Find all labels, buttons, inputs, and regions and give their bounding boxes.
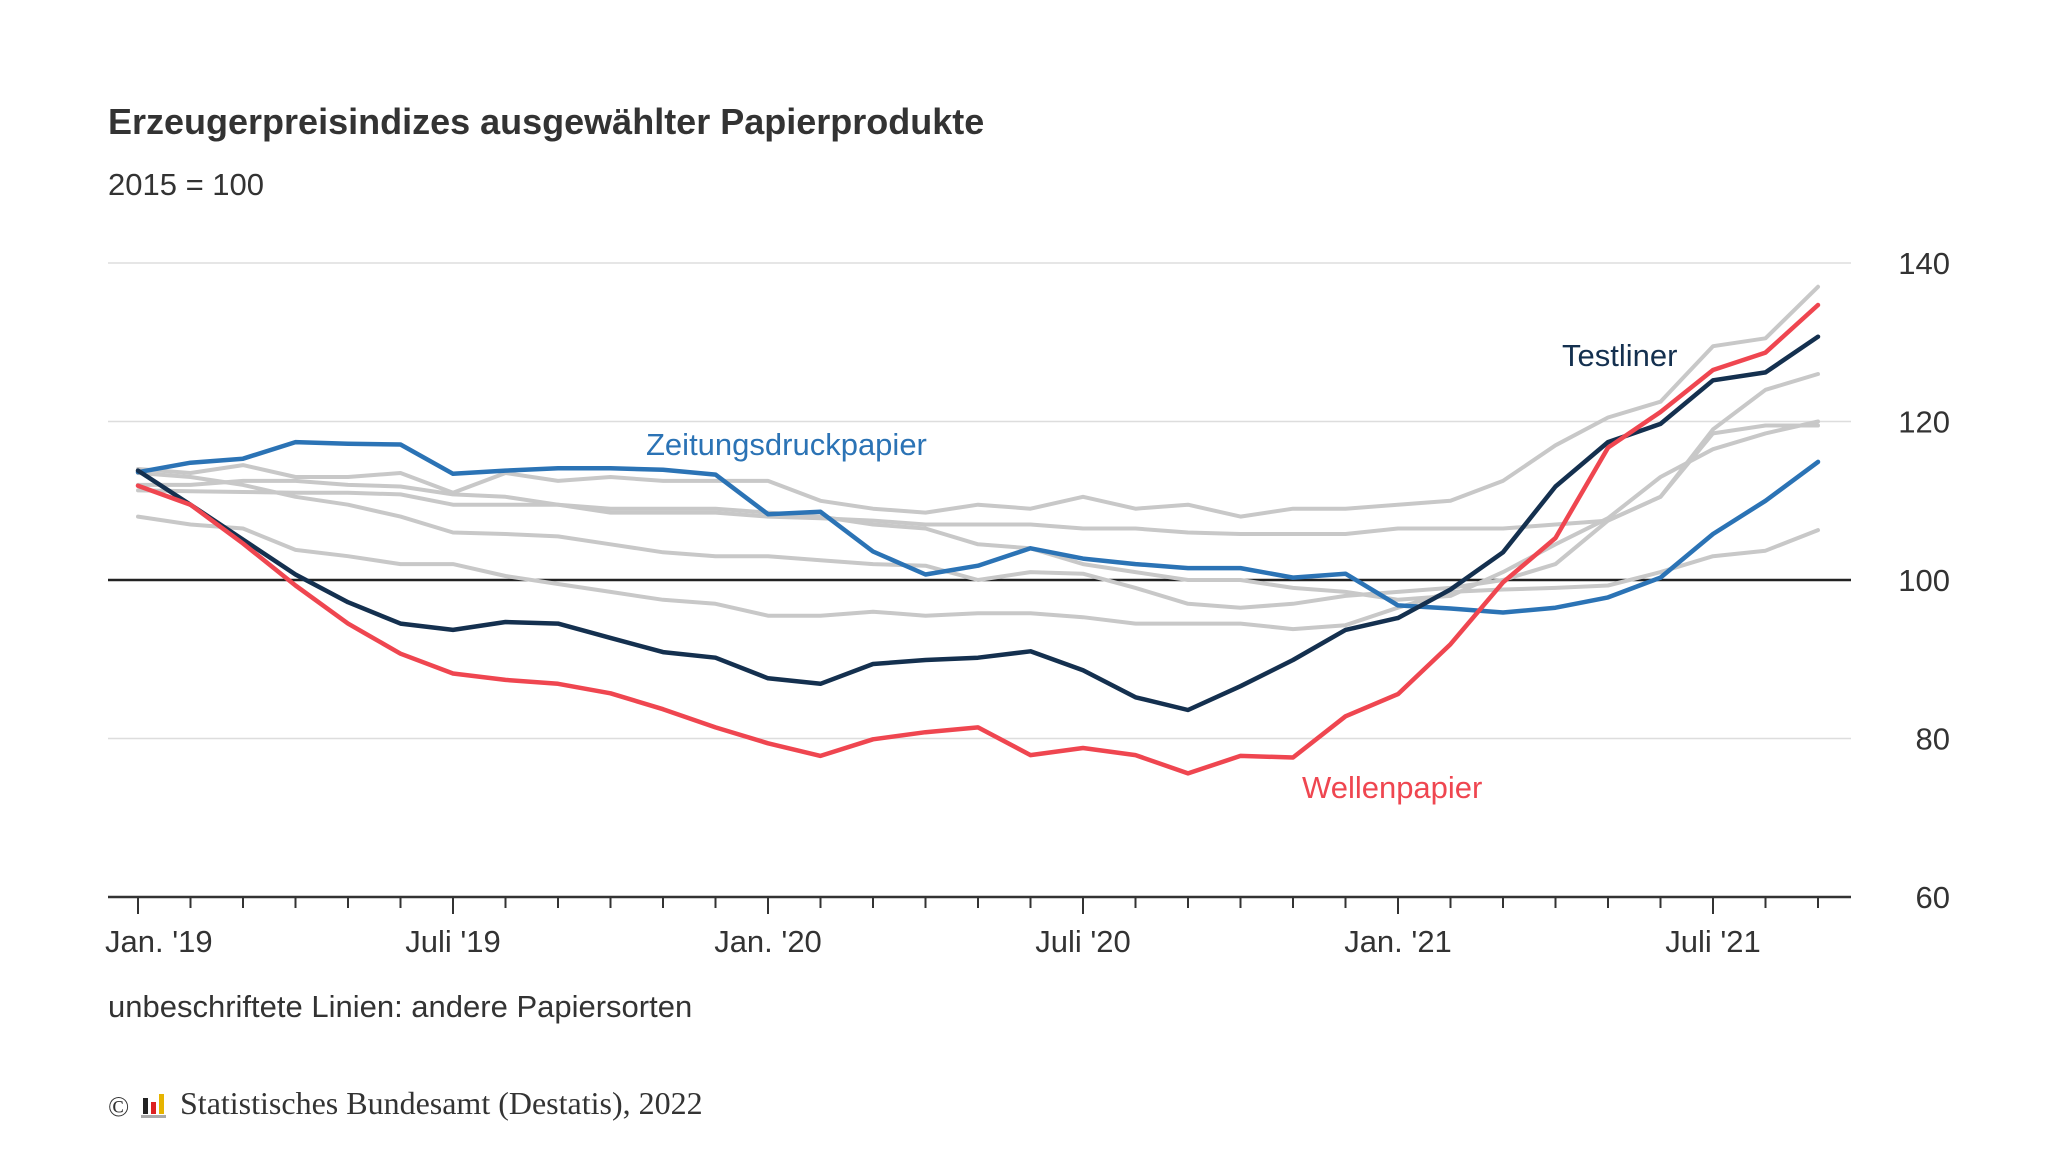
x-tick-label: Juli '20 <box>1035 924 1131 959</box>
x-axis: Jan. '19 Juli '19 Jan. '20 Juli '20 Jan. '21… <box>105 897 1819 959</box>
y-tick-label: 100 <box>1898 563 1950 598</box>
series-line-testliner <box>135 334 1821 713</box>
destatis-logo-icon <box>141 1094 166 1118</box>
series-line-other-5 <box>136 419 1820 602</box>
y-axis: 60 80 100 120 140 <box>1898 246 1950 915</box>
copyright-symbol: © <box>108 1092 129 1123</box>
x-tick-label: Jan. '19 <box>105 924 213 959</box>
y-tick-label: 60 <box>1916 880 1950 915</box>
series-line-wellenpapier <box>135 302 1821 776</box>
series-line-other-4 <box>136 514 1820 632</box>
chart-title: Erzeugerpreisindizes ausgewählter Papier… <box>108 101 984 142</box>
x-tick-label: Juli '19 <box>405 924 501 959</box>
label-wellenpapier: Wellenpapier <box>1302 770 1482 805</box>
series-line-other-3 <box>136 372 1820 610</box>
x-tick-label: Jan. '21 <box>1344 924 1452 959</box>
x-tick-label: Jan. '20 <box>714 924 822 959</box>
y-tick-label: 80 <box>1916 722 1950 757</box>
chart-note: unbeschriftete Linien: andere Papiersort… <box>108 989 692 1024</box>
x-tick-label: Juli '21 <box>1665 924 1761 959</box>
chart-subtitle: 2015 = 100 <box>108 167 264 202</box>
series-line-zeitungsdruckpapier <box>135 439 1821 615</box>
source-line: © Statistisches Bundesamt (Destatis), 20… <box>108 1085 703 1123</box>
label-zeitungsdruckpapier: Zeitungsdruckpapier <box>646 427 927 462</box>
source-text: Statistisches Bundesamt (Destatis), 2022 <box>180 1085 703 1121</box>
series-line-other-2 <box>136 423 1820 536</box>
series-lines <box>135 284 1821 776</box>
series-line-other-1 <box>136 284 1820 519</box>
y-tick-label: 120 <box>1898 405 1950 440</box>
y-tick-label: 140 <box>1898 246 1950 281</box>
label-testliner: Testliner <box>1562 338 1677 373</box>
